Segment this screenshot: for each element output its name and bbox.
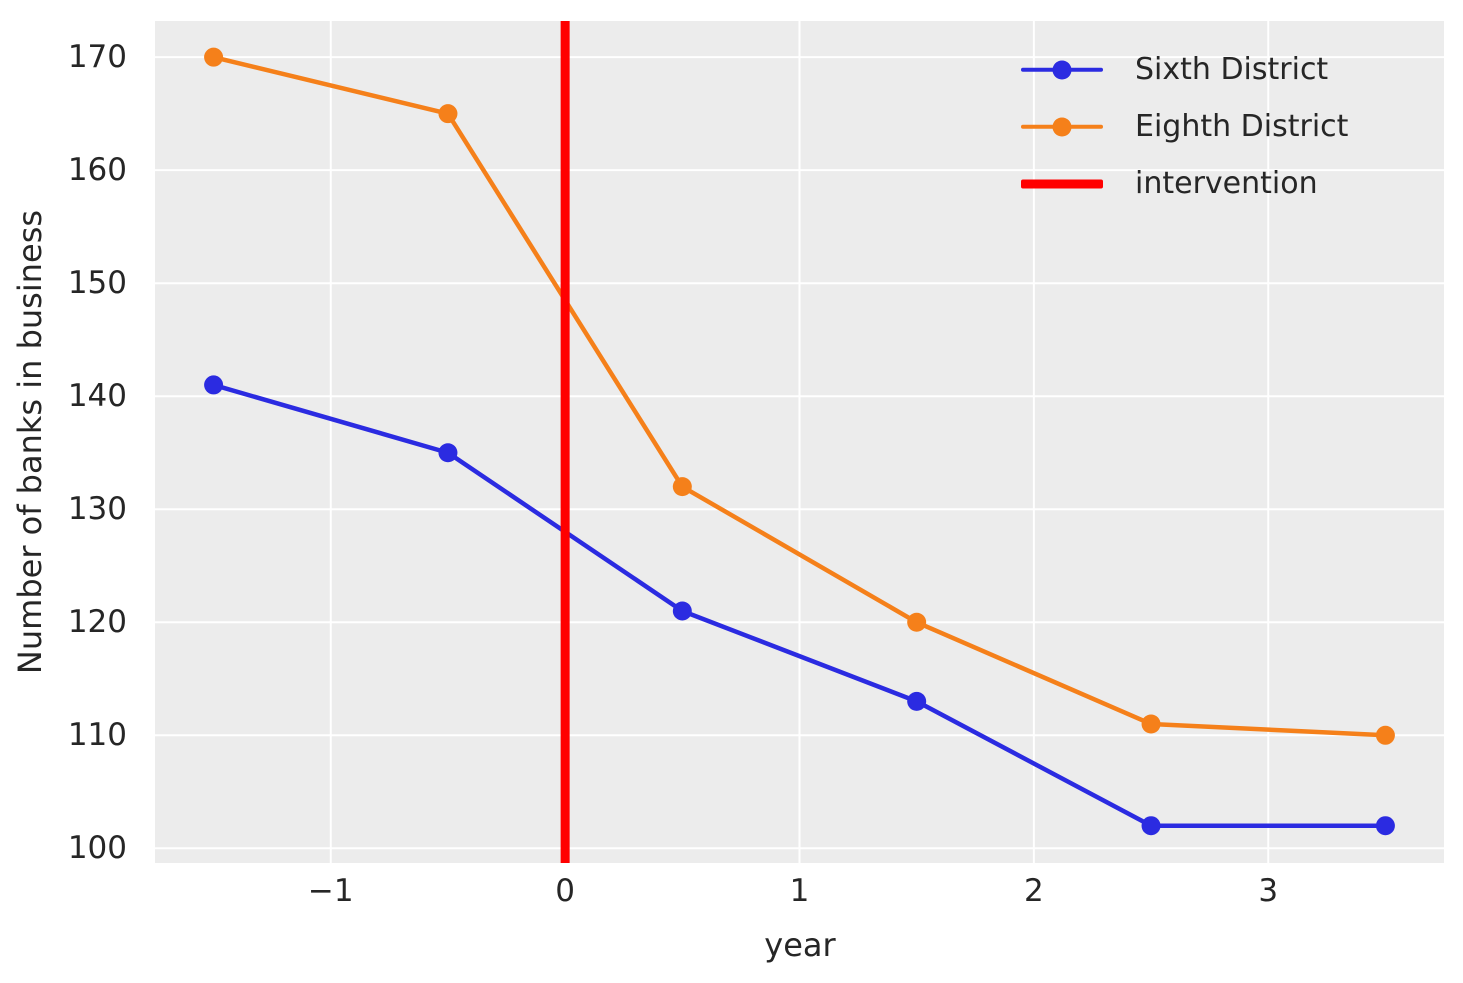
y-tick-label: 100 [67, 830, 127, 867]
data-point-marker-eighth-district [438, 104, 458, 124]
x-tick-label: 2 [1023, 873, 1044, 909]
data-point-marker-eighth-district [1141, 714, 1161, 734]
legend-dot-icon [1052, 117, 1072, 136]
series-line-eighth-district [211, 54, 1388, 738]
legend-label-sixth-district: Sixth District [1135, 52, 1329, 87]
y-tick-label: 120 [67, 604, 127, 641]
x-tick-label: 3 [1258, 873, 1279, 909]
data-point-marker-sixth-district [438, 443, 458, 463]
y-tick-label: 170 [67, 39, 127, 76]
data-point-marker-eighth-district [907, 612, 927, 632]
legend-item-sixth-district: Sixth District [1021, 41, 1348, 98]
chart-canvas [155, 21, 1444, 863]
legend-item-intervention: intervention [1021, 155, 1348, 212]
legend-thick-line-sample-intervention [1021, 155, 1103, 212]
y-tick-label: 130 [67, 491, 127, 528]
data-point-marker-eighth-district [1375, 725, 1395, 745]
data-point-marker-sixth-district [1375, 816, 1395, 836]
data-point-marker-sixth-district [1141, 816, 1161, 836]
x-tick-label: −1 [307, 873, 354, 909]
data-point-marker-sixth-district [204, 375, 224, 395]
x-axis-ticks: −1 0 1 2 3 [0, 873, 1463, 915]
plot-area: Sixth District Eighth District intervent… [155, 21, 1444, 863]
legend-item-eighth-district: Eighth District [1021, 98, 1348, 155]
y-tick-label: 110 [67, 717, 127, 754]
y-tick-label: 140 [67, 378, 127, 415]
legend-thick-line-icon [1021, 179, 1103, 188]
x-axis-label: year [764, 926, 836, 964]
y-axis-label: Number of banks in business [11, 209, 49, 675]
legend-line-dot-sample-sixth [1021, 41, 1103, 98]
data-point-marker-sixth-district [672, 601, 692, 621]
legend-dot-icon [1052, 60, 1072, 79]
y-tick-label: 160 [67, 152, 127, 189]
y-axis-ticks: 100 110 120 130 140 150 160 170 [0, 0, 127, 983]
series-line-sixth-district [211, 382, 1388, 828]
legend-line-dot-sample-eighth [1021, 98, 1103, 155]
y-tick-label: 150 [67, 265, 127, 302]
x-tick-label: 1 [789, 873, 810, 909]
legend: Sixth District Eighth District intervent… [1021, 41, 1348, 212]
legend-label-eighth-district: Eighth District [1135, 109, 1349, 144]
data-point-marker-eighth-district [204, 47, 224, 67]
legend-label-intervention: intervention [1135, 166, 1318, 201]
x-tick-label: 0 [555, 873, 575, 909]
data-point-marker-eighth-district [672, 477, 692, 497]
data-point-marker-sixth-district [907, 691, 927, 711]
